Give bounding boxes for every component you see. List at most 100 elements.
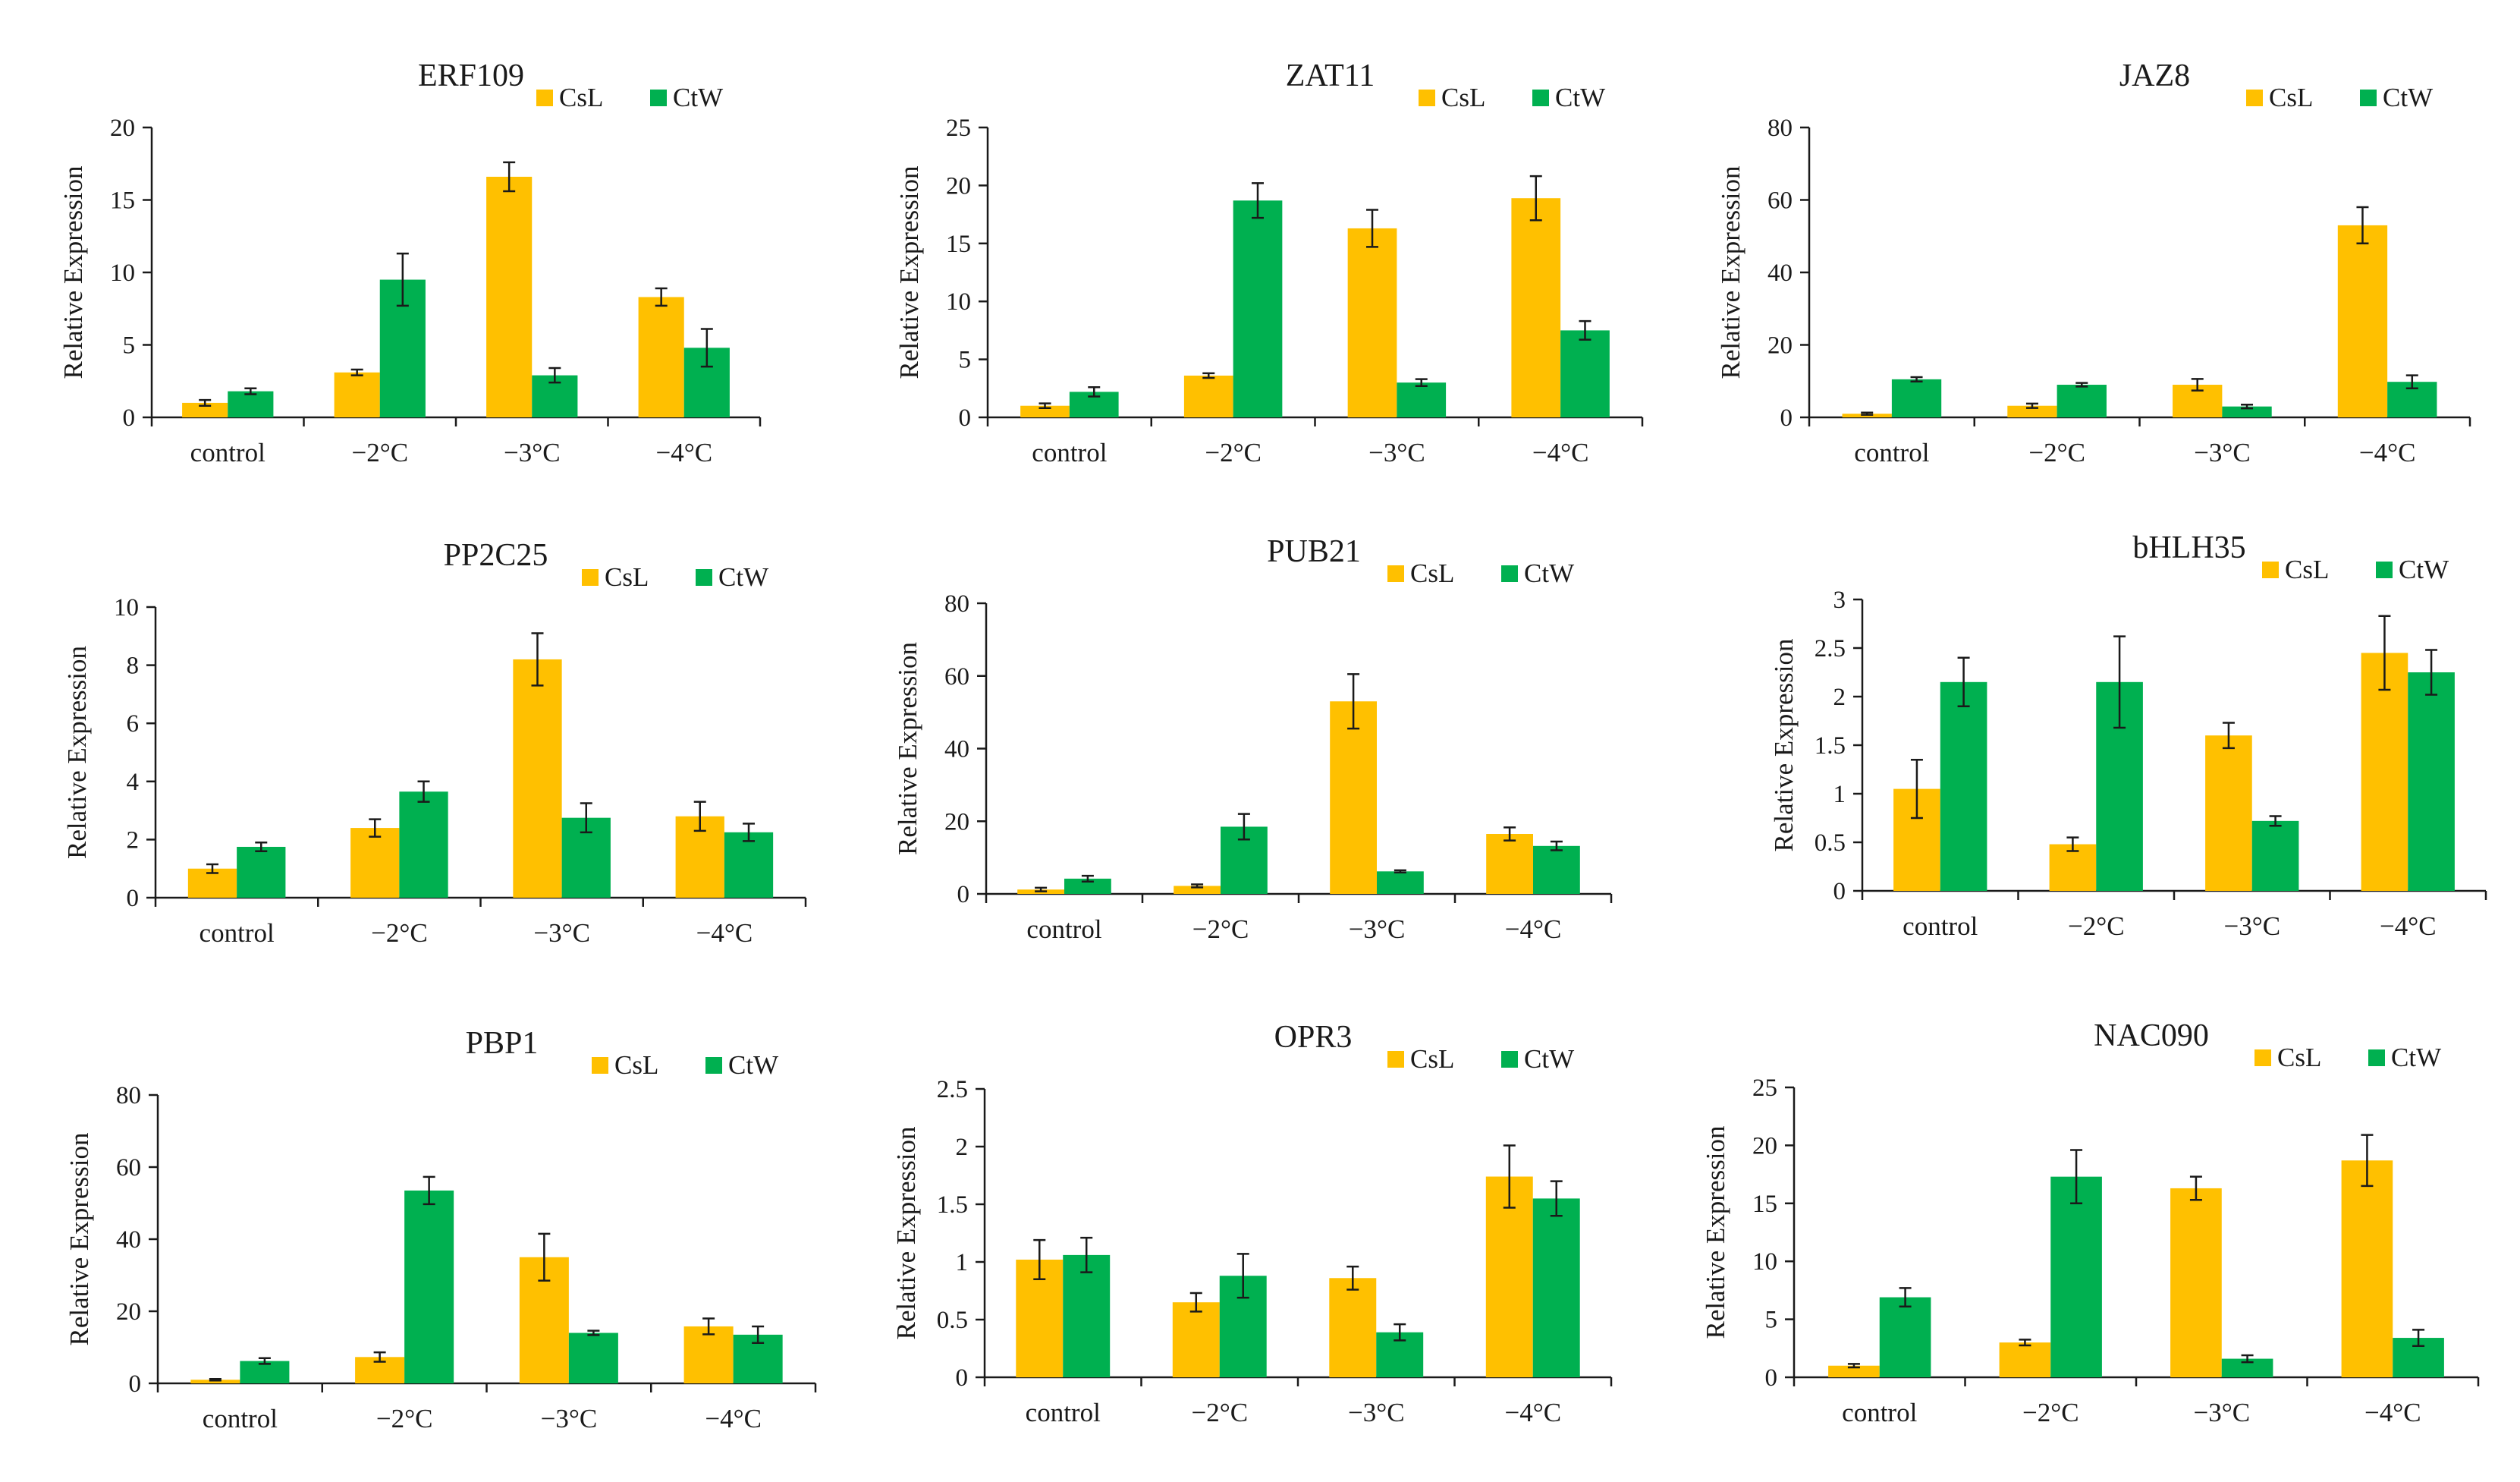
- bar-csl: [2337, 225, 2388, 417]
- bar-ctw: [1532, 1198, 1580, 1377]
- chart-title: NAC090: [2094, 1018, 2209, 1053]
- y-axis-label: Relative Expression: [64, 1133, 94, 1346]
- bar-csl: [638, 297, 684, 417]
- y-tick-label: 0: [959, 404, 972, 432]
- y-tick-label: 15: [110, 187, 135, 215]
- x-category-label: control: [200, 918, 275, 948]
- bar-csl: [182, 402, 228, 417]
- y-tick-label: 1.5: [937, 1191, 968, 1219]
- legend-label-ctw: CtW: [2383, 83, 2433, 112]
- x-category-label: −4°C: [1505, 914, 1562, 944]
- x-category-label: −2°C: [1192, 914, 1249, 944]
- bar-csl: [1511, 198, 1561, 417]
- x-category-label: −4°C: [1532, 438, 1589, 467]
- bar-ctw: [2251, 820, 2299, 891]
- x-category-label: −4°C: [2380, 911, 2437, 941]
- y-tick-label: 3: [1833, 587, 1846, 614]
- y-tick-label: 6: [127, 710, 140, 738]
- legend-swatch-csl: [592, 1057, 608, 1074]
- y-tick-label: 2: [956, 1134, 969, 1161]
- bar-csl: [683, 1326, 734, 1383]
- y-tick-label: 20: [1752, 1132, 1777, 1159]
- bar-csl: [1329, 1278, 1377, 1377]
- chart-panel-pub21: PUB21 CsL CtW Relative Expression 0 20 40 60 80 c…: [893, 534, 1613, 944]
- legend-label-ctw: CtW: [728, 1050, 778, 1080]
- legend-swatch-csl: [2246, 90, 2263, 106]
- x-category-label: −3°C: [533, 918, 590, 948]
- legend-label-ctw: CtW: [673, 83, 723, 112]
- bar-csl: [2170, 1188, 2222, 1377]
- chart-title: ZAT11: [1286, 58, 1375, 93]
- chart-title: PP2C25: [444, 538, 548, 573]
- x-category-label: control: [203, 1404, 278, 1433]
- y-axis-label: Relative Expression: [894, 166, 924, 379]
- y-tick-label: 25: [946, 115, 971, 142]
- y-tick-label: 0: [129, 1370, 142, 1398]
- bar-ctw: [2057, 385, 2107, 417]
- x-category-label: control: [1026, 1398, 1101, 1427]
- x-category-label: control: [1842, 1398, 1917, 1427]
- legend-swatch-csl: [582, 569, 599, 586]
- legend-swatch-csl: [2262, 562, 2279, 578]
- bar-ctw: [1940, 681, 1987, 891]
- x-category-label: −4°C: [1504, 1398, 1561, 1427]
- y-tick-label: 4: [127, 769, 140, 796]
- y-axis-label: Relative Expression: [58, 166, 88, 379]
- legend-swatch-ctw: [650, 90, 667, 106]
- bar-csl: [1347, 228, 1397, 417]
- bar-ctw: [237, 846, 286, 898]
- x-category-label: control: [1032, 438, 1107, 467]
- bar-csl: [1828, 1365, 1880, 1377]
- y-tick-label: 0: [123, 404, 136, 432]
- bar-ctw: [1397, 382, 1447, 417]
- legend-swatch-csl: [2254, 1049, 2271, 1066]
- y-tick-label: 2.5: [1815, 635, 1846, 662]
- bar-ctw: [1064, 878, 1111, 894]
- bar-csl: [1183, 375, 1233, 417]
- legend-label-csl: CsL: [2277, 1043, 2321, 1072]
- y-axis-label: Relative Expression: [1769, 639, 1799, 852]
- bar-ctw: [2222, 406, 2272, 417]
- chart-title: ERF109: [418, 58, 524, 93]
- y-tick-label: 60: [944, 663, 969, 691]
- bar-csl: [2049, 844, 2097, 891]
- y-axis-label: Relative Expression: [1716, 166, 1745, 379]
- x-category-label: −3°C: [2194, 438, 2251, 467]
- x-category-label: control: [1903, 911, 1978, 941]
- legend-swatch-ctw: [696, 569, 712, 586]
- x-category-label: −2°C: [376, 1404, 433, 1433]
- y-tick-label: 0: [957, 881, 970, 908]
- legend-label-csl: CsL: [559, 83, 603, 112]
- legend-swatch-csl: [1419, 90, 1435, 106]
- x-category-label: −4°C: [705, 1404, 762, 1433]
- legend-label-ctw: CtW: [718, 562, 768, 592]
- y-tick-label: 2.5: [937, 1076, 968, 1103]
- y-tick-label: 20: [944, 808, 969, 835]
- legend-label-csl: CsL: [2285, 555, 2329, 584]
- bar-ctw: [1891, 379, 1942, 417]
- bar-csl: [513, 659, 562, 898]
- legend-swatch-ctw: [1501, 565, 1518, 582]
- y-tick-label: 5: [1765, 1307, 1778, 1334]
- x-category-label: −2°C: [2022, 1398, 2079, 1427]
- y-tick-label: 20: [946, 172, 971, 200]
- x-category-label: −2°C: [371, 918, 428, 948]
- chart-title: PUB21: [1267, 534, 1361, 569]
- bar-csl: [1172, 1302, 1220, 1377]
- bar-ctw: [228, 391, 274, 417]
- chart-panel-jaz8: JAZ8 CsL CtW Relative Expression 0 20 40 60 80 co…: [1716, 58, 2471, 467]
- legend-swatch-ctw: [1501, 1051, 1518, 1068]
- bar-ctw: [1063, 1254, 1111, 1377]
- bar-ctw: [1377, 871, 1424, 894]
- y-tick-label: 1: [956, 1249, 969, 1276]
- bar-csl: [334, 372, 380, 417]
- legend-label-csl: CsL: [614, 1050, 658, 1080]
- y-tick-label: 0: [1833, 878, 1846, 905]
- legend-label-ctw: CtW: [2391, 1043, 2441, 1072]
- legend-label-ctw: CtW: [2399, 555, 2449, 584]
- y-tick-label: 60: [1767, 187, 1793, 215]
- y-tick-label: 40: [1767, 260, 1793, 287]
- y-tick-label: 15: [1752, 1191, 1777, 1218]
- y-tick-label: 60: [116, 1154, 141, 1182]
